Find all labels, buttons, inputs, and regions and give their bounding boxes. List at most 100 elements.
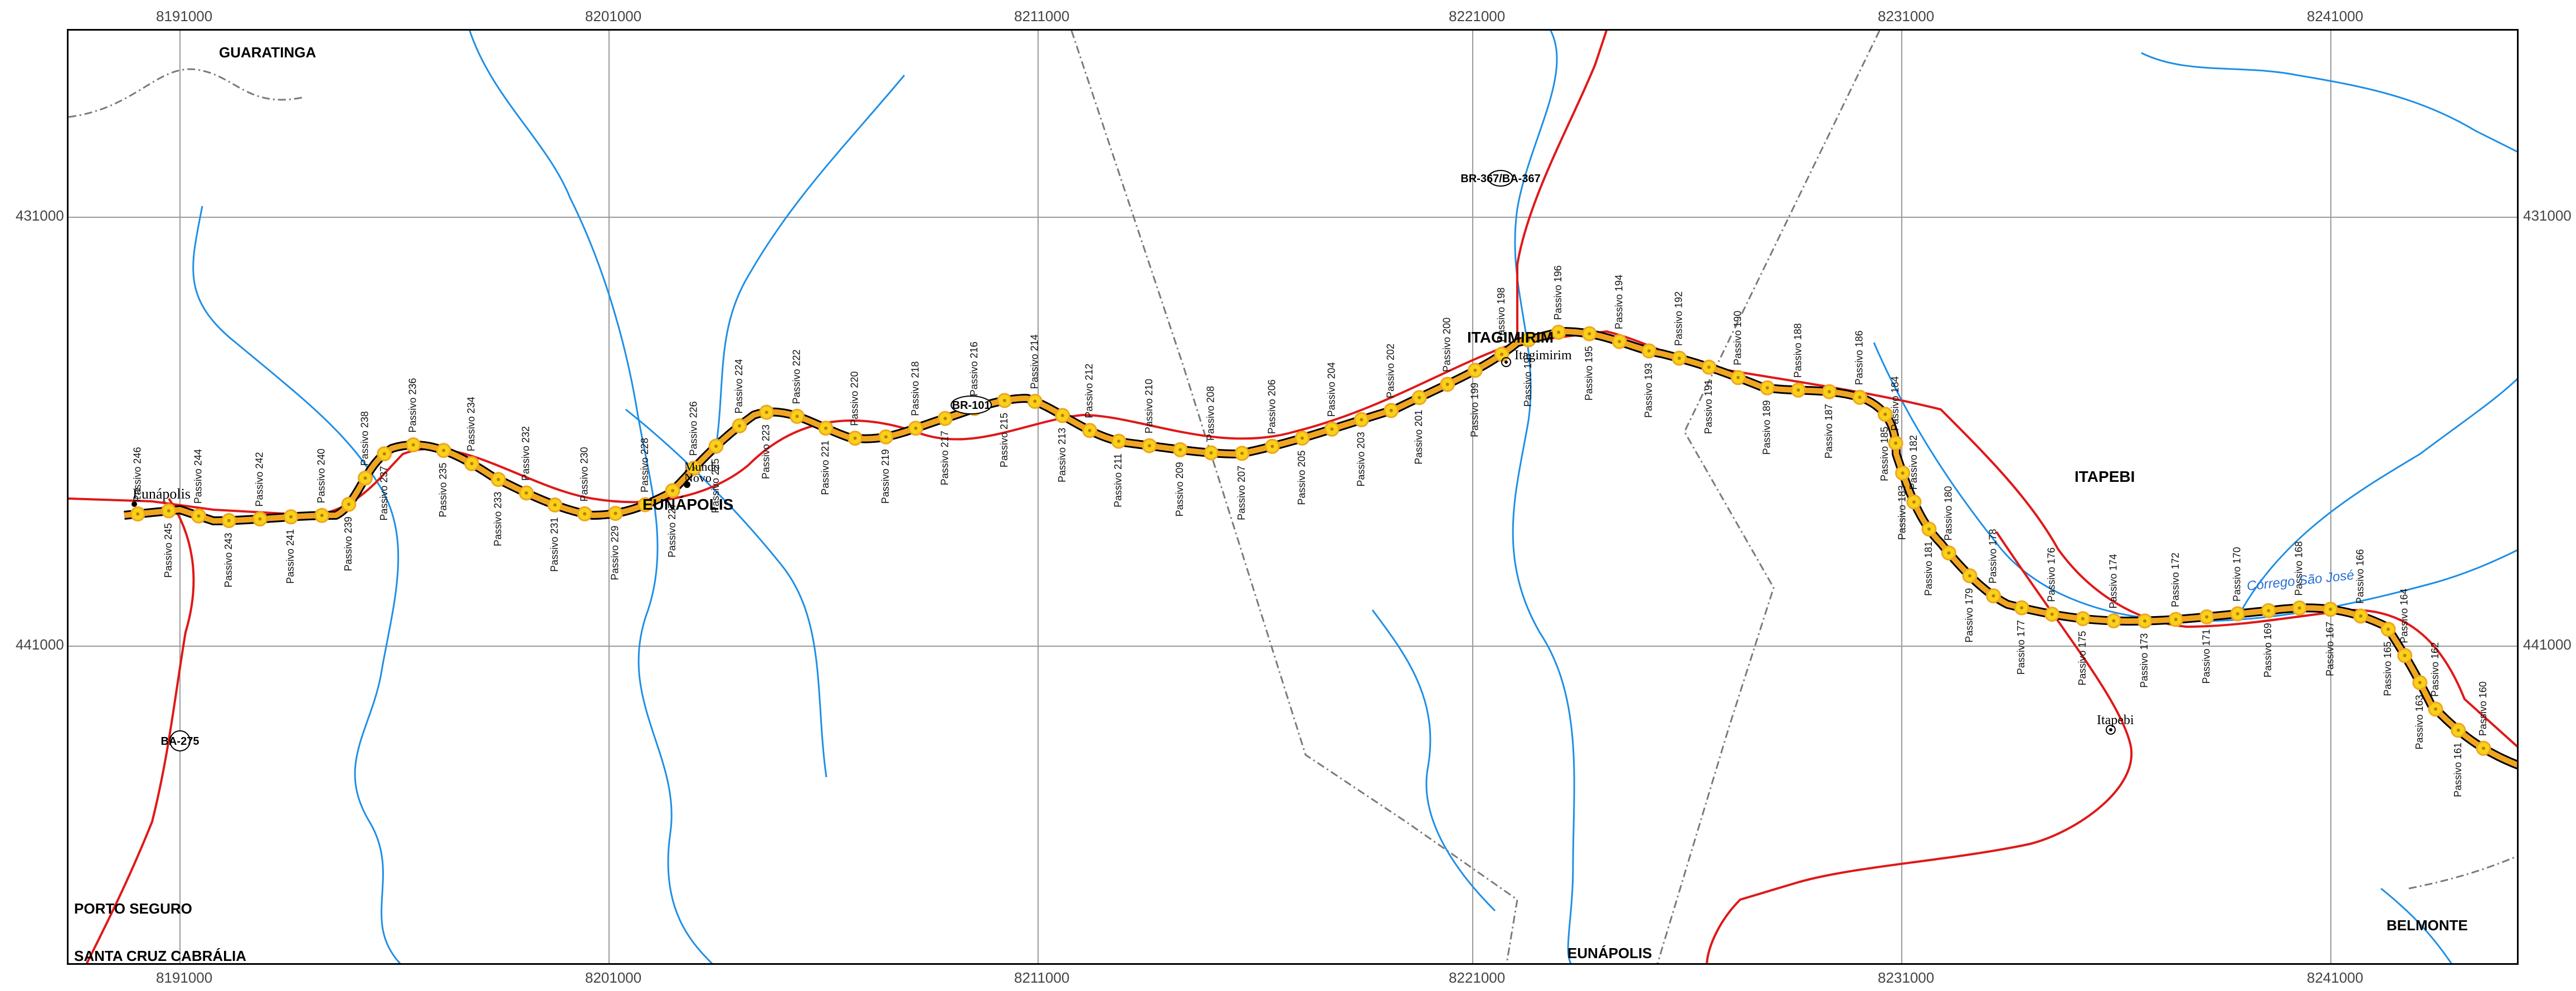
passivo-marker[interactable]: Passivo 213 [1055,408,1070,482]
passivo-marker[interactable]: Passivo 197 [1521,332,1536,407]
town-mundo: Mundo [684,460,720,473]
passivo-marker[interactable]: Passivo 173 [2137,613,2153,688]
passivo-marker[interactable]: Passivo 215 [997,393,1012,467]
passivo-marker[interactable]: Passivo 225 [708,438,724,513]
passivo-marker[interactable]: Passivo 218 [908,362,923,436]
road-shield-br367: BR-367/BA-367 [1460,170,1541,187]
passivo-marker[interactable]: Passivo 222 [790,349,805,424]
passivo-marker[interactable]: Passivo 194 [1611,275,1627,349]
x-label-bottom-2: 8201000 [585,969,642,986]
passivo-marker-center [1707,365,1711,369]
passivo-marker[interactable]: Passivo 205 [1294,431,1310,505]
passivo-marker[interactable]: Passivo 184 [1888,376,1903,451]
passivo-marker[interactable]: Passivo 211 [1111,433,1127,507]
passivo-marker[interactable]: Passivo 217 [937,411,953,485]
passivo-marker[interactable]: Passivo 241 [283,509,299,584]
passivo-marker[interactable]: Passivo 245 [161,503,177,578]
passivo-marker[interactable]: Passivo 170 [2230,547,2246,622]
passivo-marker[interactable]: Passivo 191 [1701,359,1717,434]
passivo-marker[interactable]: Passivo 195 [1581,326,1597,401]
passivo-marker[interactable]: Passivo 210 [1142,379,1157,453]
passivo-marker[interactable]: Passivo 180 [1941,486,1956,561]
passivo-marker[interactable]: Passivo 230 [577,447,592,521]
passivo-marker[interactable]: Passivo 167 [2322,602,2338,676]
passivo-marker[interactable]: Passivo 165 [2380,622,2396,696]
passivo-marker[interactable]: Passivo 208 [1204,386,1219,461]
passivo-marker-center [1088,428,1092,432]
passivo-marker[interactable]: Passivo 228 [637,438,653,512]
passivo-marker[interactable]: Passivo 243 [221,513,237,588]
passivo-marker[interactable]: Passivo 162 [2428,642,2443,717]
passivo-marker[interactable]: Passivo 168 [2292,541,2307,616]
passivo-marker-center [496,477,500,481]
passivo-marker[interactable]: Passivo 172 [2168,553,2184,627]
map-frame[interactable]: Passivo 246 Passivo 245 Passivo 244 Passivo… [67,29,2519,965]
passivo-marker[interactable]: Passivo 186 [1852,330,1868,405]
passivo-marker[interactable]: Passivo 236 [406,378,421,453]
passivo-marker[interactable]: Passivo 238 [358,411,373,486]
passivo-marker[interactable]: Passivo 234 [464,397,480,471]
passivo-marker[interactable]: Passivo 164 [2397,589,2413,663]
town-itagimirim: Itagimirim [1515,348,1572,363]
passivo-marker[interactable]: Passivo 171 [2199,609,2214,684]
passivo-marker[interactable]: Passivo 160 [2476,681,2491,756]
passivo-marker[interactable]: Passivo 242 [252,452,267,527]
passivo-marker[interactable]: Passivo 227 [665,483,680,558]
passivo-label: Passivo 217 [939,431,950,485]
passivo-marker[interactable]: Passivo 179 [1962,568,1978,643]
map-canvas[interactable]: Passivo 246 Passivo 245 Passivo 244 Passivo… [69,31,2519,965]
passivo-marker[interactable]: Passivo 185 [1877,407,1893,481]
passivo-marker[interactable]: Passivo 235 [436,443,451,518]
passivo-label: Passivo 239 [343,516,354,571]
passivo-marker[interactable]: Passivo 201 [1411,390,1427,465]
passivo-marker[interactable]: Passivo 177 [2014,600,2029,675]
passivo-marker[interactable]: Passivo 219 [878,429,894,504]
passivo-marker[interactable]: Passivo 244 [191,449,207,524]
passivo-marker[interactable]: Passivo 189 [1760,380,1775,455]
passivo-marker[interactable]: Passivo 237 [377,446,392,521]
passivo-marker[interactable]: Passivo 209 [1172,442,1188,516]
passivo-marker[interactable]: Passivo 226 [686,401,702,476]
passivo-label: Passivo 181 [1923,541,1934,596]
passivo-marker[interactable]: Passivo 239 [341,496,357,571]
passivo-marker[interactable]: Passivo 220 [848,372,863,446]
passivo-marker[interactable]: Passivo 190 [1730,311,1746,385]
passivo-marker[interactable]: Passivo 204 [1324,362,1340,437]
ba275-label: BA-275 [161,735,199,748]
passivo-marker[interactable]: Passivo 198 [1494,287,1509,362]
passivo-marker[interactable]: Passivo 221 [818,421,834,495]
passivo-marker[interactable]: Passivo 175 [2075,611,2091,686]
passivo-marker[interactable]: Passivo 182 [1906,435,1922,510]
passivo-marker[interactable]: Passivo 214 [1027,334,1043,409]
passivo-marker[interactable]: Passivo 196 [1551,265,1566,340]
passivo-marker[interactable]: Passivo 212 [1082,364,1098,438]
passivo-marker[interactable]: Passivo 181 [1921,521,1937,596]
passivo-marker[interactable]: Passivo 166 [2353,549,2369,624]
passivo-label: Passivo 193 [1643,363,1654,418]
passivo-marker[interactable]: Passivo 229 [608,506,624,580]
passivo-marker[interactable]: Passivo 199 [1467,363,1483,437]
passivo-marker[interactable]: Passivo 202 [1384,344,1399,418]
passivo-marker[interactable]: Passivo 192 [1672,291,1687,366]
passivo-marker[interactable]: Passivo 193 [1641,343,1657,418]
passivo-marker[interactable]: Passivo 178 [1986,529,2001,604]
passivo-marker[interactable]: Passivo 187 [1822,384,1837,458]
passivo-marker[interactable]: Passivo 163 [2412,675,2428,749]
passivo-marker[interactable]: Passivo 207 [1234,446,1250,520]
passivo-marker[interactable]: Passivo 169 [2261,603,2276,677]
passivo-marker[interactable]: Passivo 183 [1895,465,1911,540]
passivo-marker[interactable]: Passivo 200 [1440,318,1455,392]
passivo-marker[interactable]: Passivo 233 [490,472,506,546]
passivo-marker[interactable]: Passivo 224 [732,359,747,433]
passivo-marker[interactable]: Passivo 246 [130,447,145,522]
passivo-marker[interactable]: Passivo 232 [519,426,534,501]
passivo-marker[interactable]: Passivo 231 [547,497,563,572]
passivo-marker[interactable]: Passivo 176 [2044,548,2060,622]
passivo-marker[interactable]: Passivo 223 [759,404,775,479]
passivo-marker[interactable]: Passivo 203 [1353,412,1369,486]
passivo-marker[interactable]: Passivo 240 [314,448,330,523]
passivo-marker[interactable]: Passivo 206 [1264,379,1280,454]
passivo-marker[interactable]: Passivo 161 [2451,722,2466,797]
passivo-marker[interactable]: Passivo 174 [2106,554,2121,628]
passivo-marker[interactable]: Passivo 188 [1790,323,1806,398]
